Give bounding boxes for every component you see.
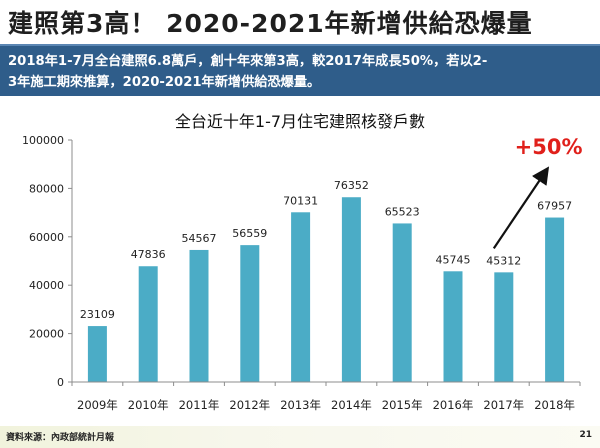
bar bbox=[291, 212, 311, 382]
y-axis: 0 20000 40000 60000 80000 100000 bbox=[22, 134, 73, 389]
bar bbox=[392, 223, 412, 382]
bar-value-label: 65523 bbox=[385, 205, 420, 218]
bar-value-label: 76352 bbox=[334, 179, 369, 192]
x-tick-label: 2014年 bbox=[331, 398, 372, 412]
bar bbox=[189, 249, 209, 382]
bar bbox=[341, 197, 361, 382]
page-number: 21 bbox=[579, 430, 592, 440]
bar-value-label: 45745 bbox=[436, 253, 471, 266]
slide-title: 建照第3高！ 2020-2021年新增供給恐爆量 bbox=[8, 9, 533, 38]
bar-value-label: 54567 bbox=[182, 232, 217, 245]
chart-title: 全台近十年1-7月住宅建照核發戶數 bbox=[174, 112, 426, 131]
y-tick-label: 80000 bbox=[29, 182, 64, 195]
bar bbox=[494, 272, 514, 382]
bar-value-label: 70131 bbox=[283, 194, 318, 207]
growth-annotation: +50% bbox=[515, 135, 583, 159]
bars: 23109 47836 54567 56559 70131 76352 65523 45745… bbox=[80, 179, 572, 382]
summary-banner: 2018年1-7月全台建照6.8萬戶，創十年來第3高，較2017年成長50%，若… bbox=[0, 44, 600, 96]
y-tick-label: 0 bbox=[57, 376, 64, 389]
x-tick-label: 2013年 bbox=[280, 398, 321, 412]
x-tick-label: 2009年 bbox=[77, 398, 118, 412]
bar bbox=[443, 271, 463, 382]
x-tick-label: 2011年 bbox=[179, 398, 220, 412]
x-tick-label: 2017年 bbox=[483, 398, 524, 412]
bar bbox=[87, 326, 107, 382]
x-tick-label: 2015年 bbox=[382, 398, 423, 412]
footer-band bbox=[0, 426, 600, 448]
y-tick-label: 40000 bbox=[29, 279, 64, 292]
x-tick-label: 2010年 bbox=[128, 398, 169, 412]
bar-value-label: 47836 bbox=[131, 248, 166, 261]
x-tick-label: 2018年 bbox=[534, 398, 575, 412]
bar bbox=[138, 266, 158, 382]
bar-chart: 0 20000 40000 60000 80000 100000 23109 47836 54… bbox=[22, 134, 583, 412]
growth-arrow bbox=[492, 166, 550, 249]
bar-value-label: 45312 bbox=[486, 254, 521, 267]
bar bbox=[240, 245, 260, 382]
bar-value-label: 23109 bbox=[80, 308, 115, 321]
banner-line-2: 3年施工期來推算，2020-2021年新增供給恐爆量。 bbox=[8, 75, 321, 90]
y-tick-label: 100000 bbox=[22, 134, 64, 147]
x-tick-label: 2016年 bbox=[433, 398, 474, 412]
y-tick-label: 60000 bbox=[29, 231, 64, 244]
x-axis: 2009年 2010年 2011年 2012年 2013年 2014年 2015年 2016年… bbox=[71, 381, 581, 412]
bar-value-label: 56559 bbox=[232, 227, 267, 240]
banner-line-1: 2018年1-7月全台建照6.8萬戶，創十年來第3高，較2017年成長50%，若… bbox=[8, 54, 488, 69]
x-tick-label: 2012年 bbox=[229, 398, 270, 412]
bar bbox=[545, 217, 565, 382]
bar-value-label: 67957 bbox=[537, 200, 572, 213]
source-note: 資料來源：內政部統計月報 bbox=[6, 433, 115, 443]
y-tick-label: 20000 bbox=[29, 328, 64, 341]
